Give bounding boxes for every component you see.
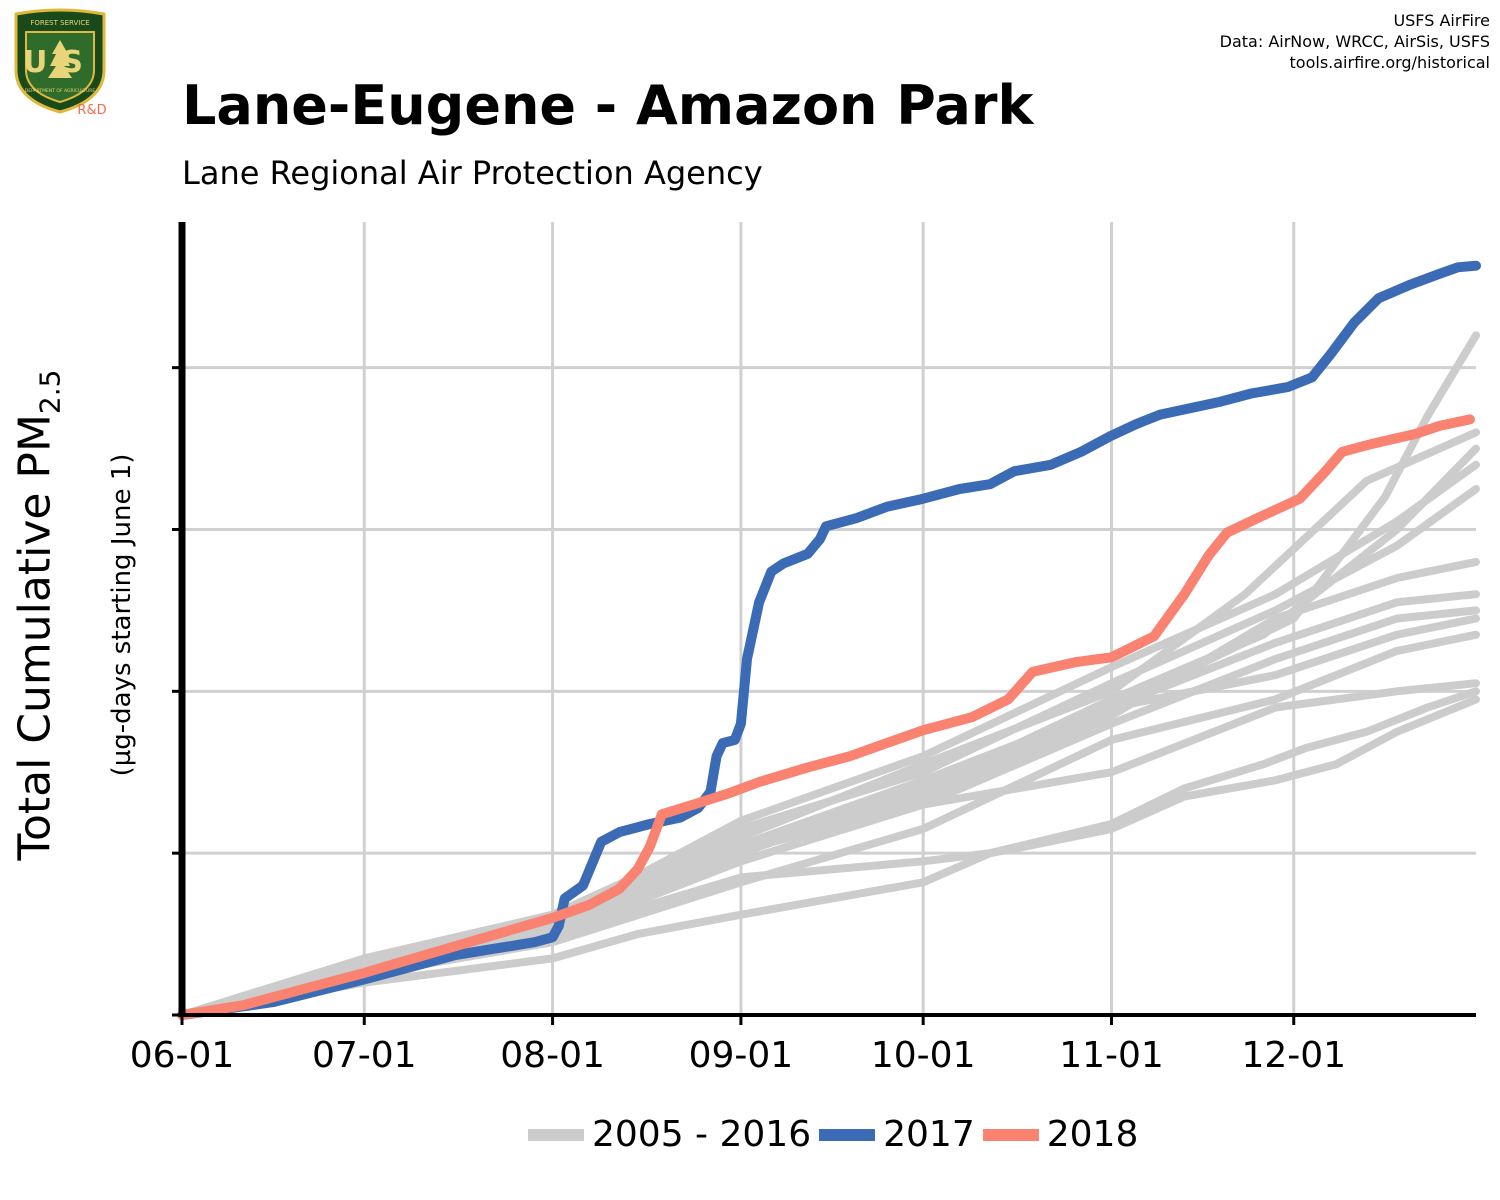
series-line-historical: [178, 679, 1480, 1019]
legend-swatch-2017: [819, 1128, 876, 1141]
chart-subtitle: Lane Regional Air Protection Agency: [182, 154, 763, 192]
legend-label-2017: 2017: [883, 1114, 975, 1155]
historical-series-layer: [178, 331, 1480, 1019]
series-line-historical: [178, 485, 1480, 1019]
legend-label-2018: 2018: [1046, 1114, 1139, 1155]
logo-bottom-text: DEPARTMENT OF AGRICULTURE: [25, 88, 96, 94]
credit-line-3: tools.airfire.org/historical: [1289, 53, 1490, 72]
credit-line-1: USFS AirFire: [1393, 11, 1490, 30]
legend-item-historical: 2005 - 2016: [528, 1114, 811, 1155]
highlight-series-layer: [177, 260, 1481, 1020]
logo-badge-text: R&D: [77, 103, 106, 118]
series-line-historical: [178, 687, 1480, 1019]
legend: 2005 - 2016 2017 2018: [528, 1114, 1146, 1155]
credits: USFS AirFire Data: AirNow, WRCC, AirSis,…: [1220, 10, 1490, 73]
series-line-historical: [178, 460, 1480, 1019]
chart-title: Lane-Eugene - Amazon Park: [182, 74, 1034, 137]
logo-top-text: FOREST SERVICE: [30, 19, 89, 27]
x-tick-label: 08-01: [500, 1035, 605, 1076]
legend-swatch-historical: [528, 1128, 584, 1141]
series-line-2017: [177, 260, 1481, 1020]
series-line-2018: [177, 414, 1475, 1020]
x-tick-label: 12-01: [1241, 1035, 1346, 1076]
x-tick-label: 10-01: [871, 1035, 976, 1076]
x-tick-label: 11-01: [1059, 1035, 1164, 1076]
legend-swatch-2018: [982, 1128, 1039, 1141]
series-line-historical: [178, 444, 1480, 1019]
series-line-historical: [178, 428, 1480, 1019]
legend-item-2018: 2018: [982, 1114, 1139, 1155]
legend-item-2017: 2017: [819, 1114, 975, 1155]
x-tick-label: 09-01: [689, 1035, 794, 1076]
tree-icon: [48, 40, 72, 78]
usfs-shield-logo: FOREST SERVICE US DEPARTMENT OF AGRICULT…: [14, 8, 107, 118]
axis-layer: 06-01 07-01 08-01 09-01 10-01 11-01 12-01: [130, 222, 1476, 1076]
legend-label-historical: 2005 - 2016: [592, 1114, 812, 1155]
credit-line-2: Data: AirNow, WRCC, AirSis, USFS: [1219, 32, 1490, 51]
x-tick-label: 07-01: [312, 1035, 417, 1076]
x-tick-label: 06-01: [130, 1035, 235, 1076]
